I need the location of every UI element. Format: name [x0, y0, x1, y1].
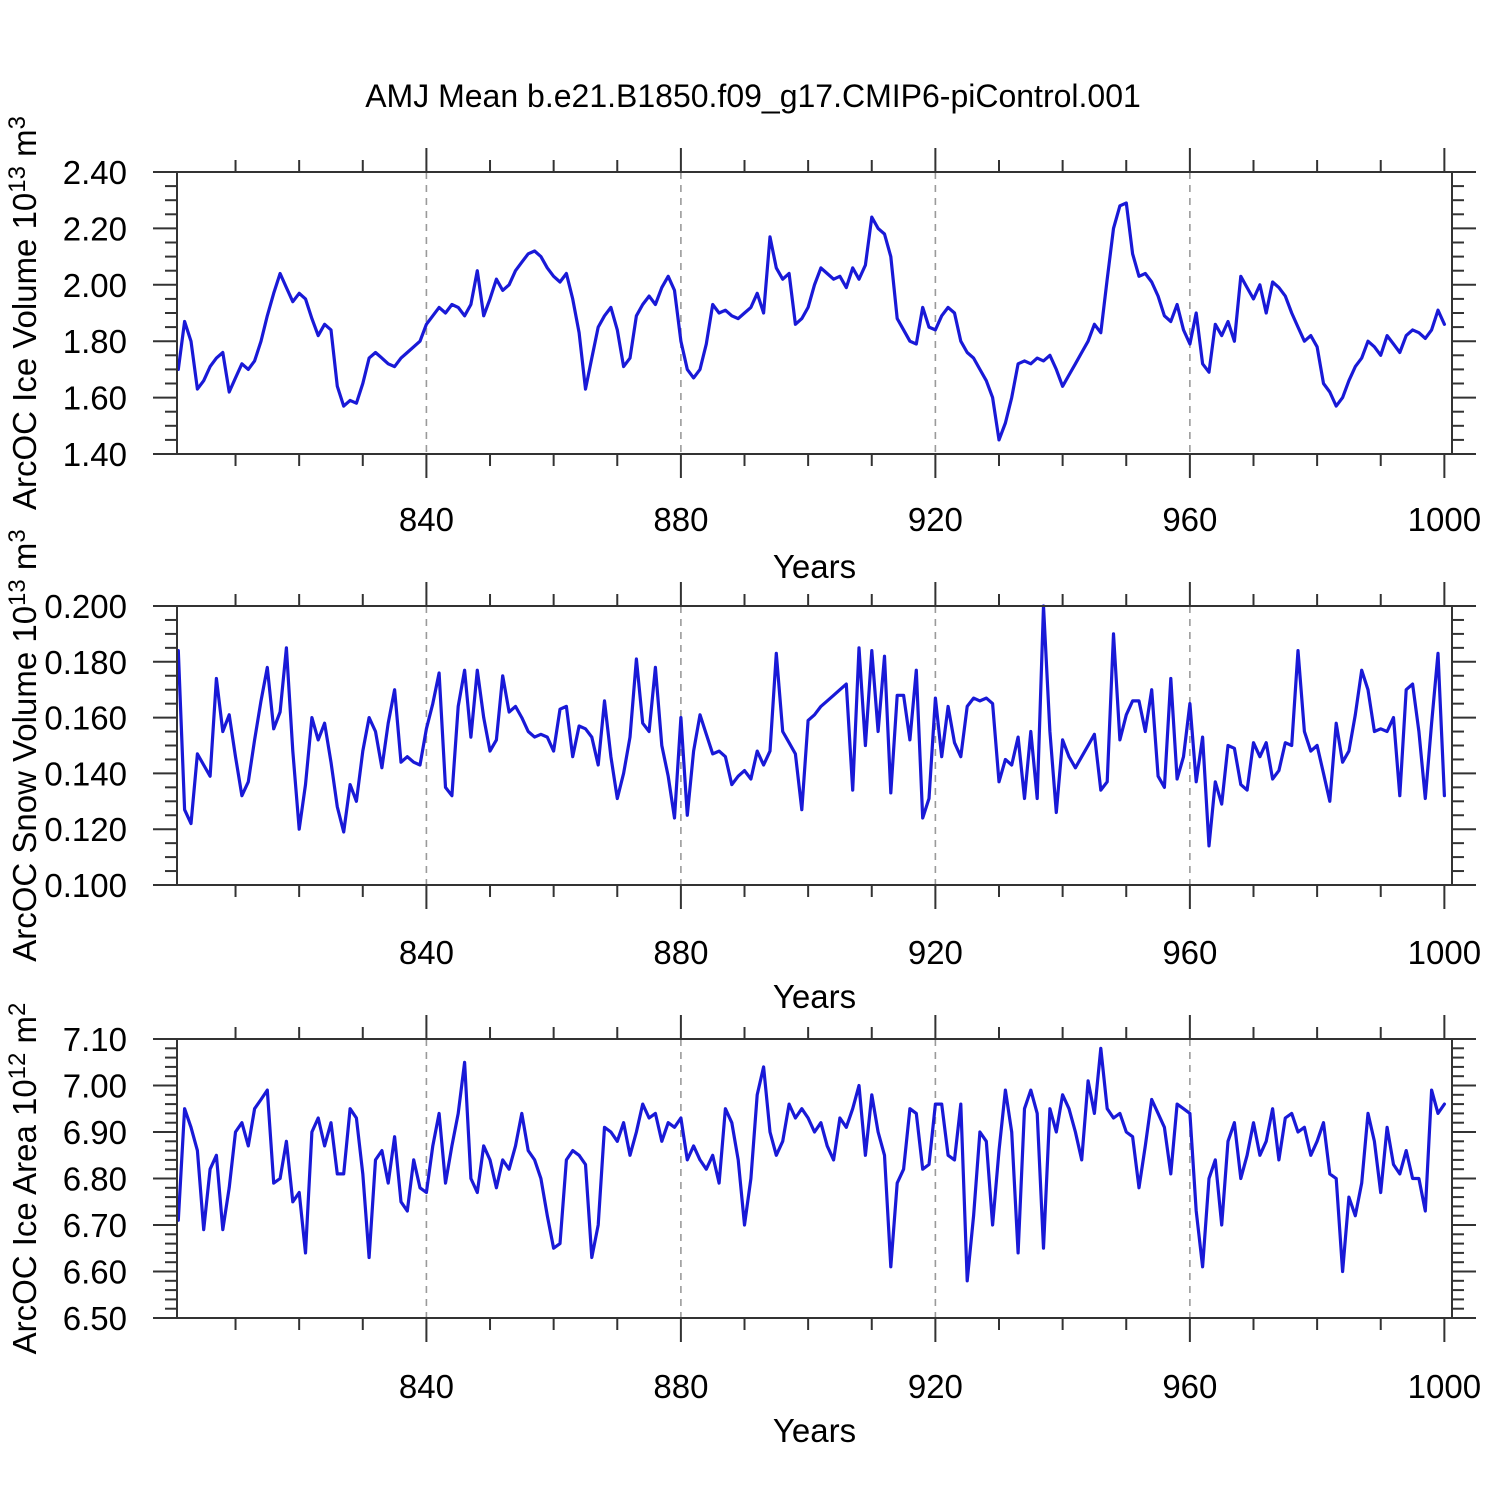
series-line	[176, 201, 1447, 442]
y-tick-label: 6.80	[63, 1161, 127, 1198]
x-tick-label: 920	[908, 1368, 963, 1405]
x-axis-title: Years	[773, 1412, 856, 1449]
figure-title: AMJ Mean b.e21.B1850.f09_g17.CMIP6-piCon…	[365, 78, 1141, 114]
y-tick-label: 2.00	[63, 267, 127, 304]
x-tick-label: 960	[1162, 501, 1217, 538]
y-tick-label: 1.40	[63, 436, 127, 473]
y-tick-label: 1.80	[63, 323, 127, 360]
plot-frame	[176, 605, 1453, 886]
x-tick-label: 960	[1162, 934, 1217, 971]
x-tick-label: 960	[1162, 1368, 1217, 1405]
x-axis-title: Years	[773, 978, 856, 1015]
y-tick-label: 2.40	[63, 154, 127, 191]
y-axis-title: ArcOC Snow Volume 1013 m3	[4, 529, 43, 962]
y-tick-label: 1.60	[63, 380, 127, 417]
y-axis-title: ArcOC Ice Volume 1013 m3	[4, 116, 43, 510]
x-tick-label: 840	[399, 934, 454, 971]
y-tick-label: 6.60	[63, 1254, 127, 1291]
y-tick-label: 6.70	[63, 1207, 127, 1244]
x-tick-label: 880	[653, 934, 708, 971]
y-tick-label: 0.100	[44, 867, 127, 904]
x-tick-label: 920	[908, 934, 963, 971]
plot-frame	[176, 1038, 1453, 1319]
y-tick-label: 7.00	[63, 1068, 127, 1105]
x-tick-label: 880	[653, 501, 708, 538]
y-tick-label: 6.90	[63, 1114, 127, 1151]
x-tick-label: 1000	[1408, 1368, 1481, 1405]
x-tick-label: 840	[399, 501, 454, 538]
y-tick-label: 0.120	[44, 811, 127, 848]
y-tick-label: 6.50	[63, 1300, 127, 1337]
chart-arcoc-ice-area: 840 880 920 960 1000 6.50 6.60 6.70 6.80 6.90 7.00…	[4, 1003, 1481, 1449]
chart-arcoc-snow-volume: 840 880 920 960 1000 0.100 0.120 0.140 0.160 0.18…	[4, 529, 1481, 1015]
x-tick-label: 1000	[1408, 501, 1481, 538]
y-tick-label: 0.160	[44, 700, 127, 737]
x-tick-label: 880	[653, 1368, 708, 1405]
x-tick-label: 1000	[1408, 934, 1481, 971]
y-tick-label: 2.20	[63, 210, 127, 247]
y-axis-title: ArcOC Ice Area 1012 m2	[4, 1003, 43, 1355]
x-axis-title: Years	[773, 548, 856, 585]
series-line	[176, 1046, 1447, 1283]
plot-frame	[176, 171, 1453, 455]
y-tick-label: 0.140	[44, 755, 127, 792]
chart-arcoc-ice-volume: 840 880 920 960 1000 1.40 1.60 1.80 2.00 2.20 2.40…	[4, 116, 1481, 585]
y-tick-label: 0.180	[44, 644, 127, 681]
x-tick-label: 920	[908, 501, 963, 538]
y-tick-label: 0.200	[44, 588, 127, 625]
y-tick-label: 7.10	[63, 1021, 127, 1058]
x-tick-label: 840	[399, 1368, 454, 1405]
series-line	[176, 604, 1447, 848]
